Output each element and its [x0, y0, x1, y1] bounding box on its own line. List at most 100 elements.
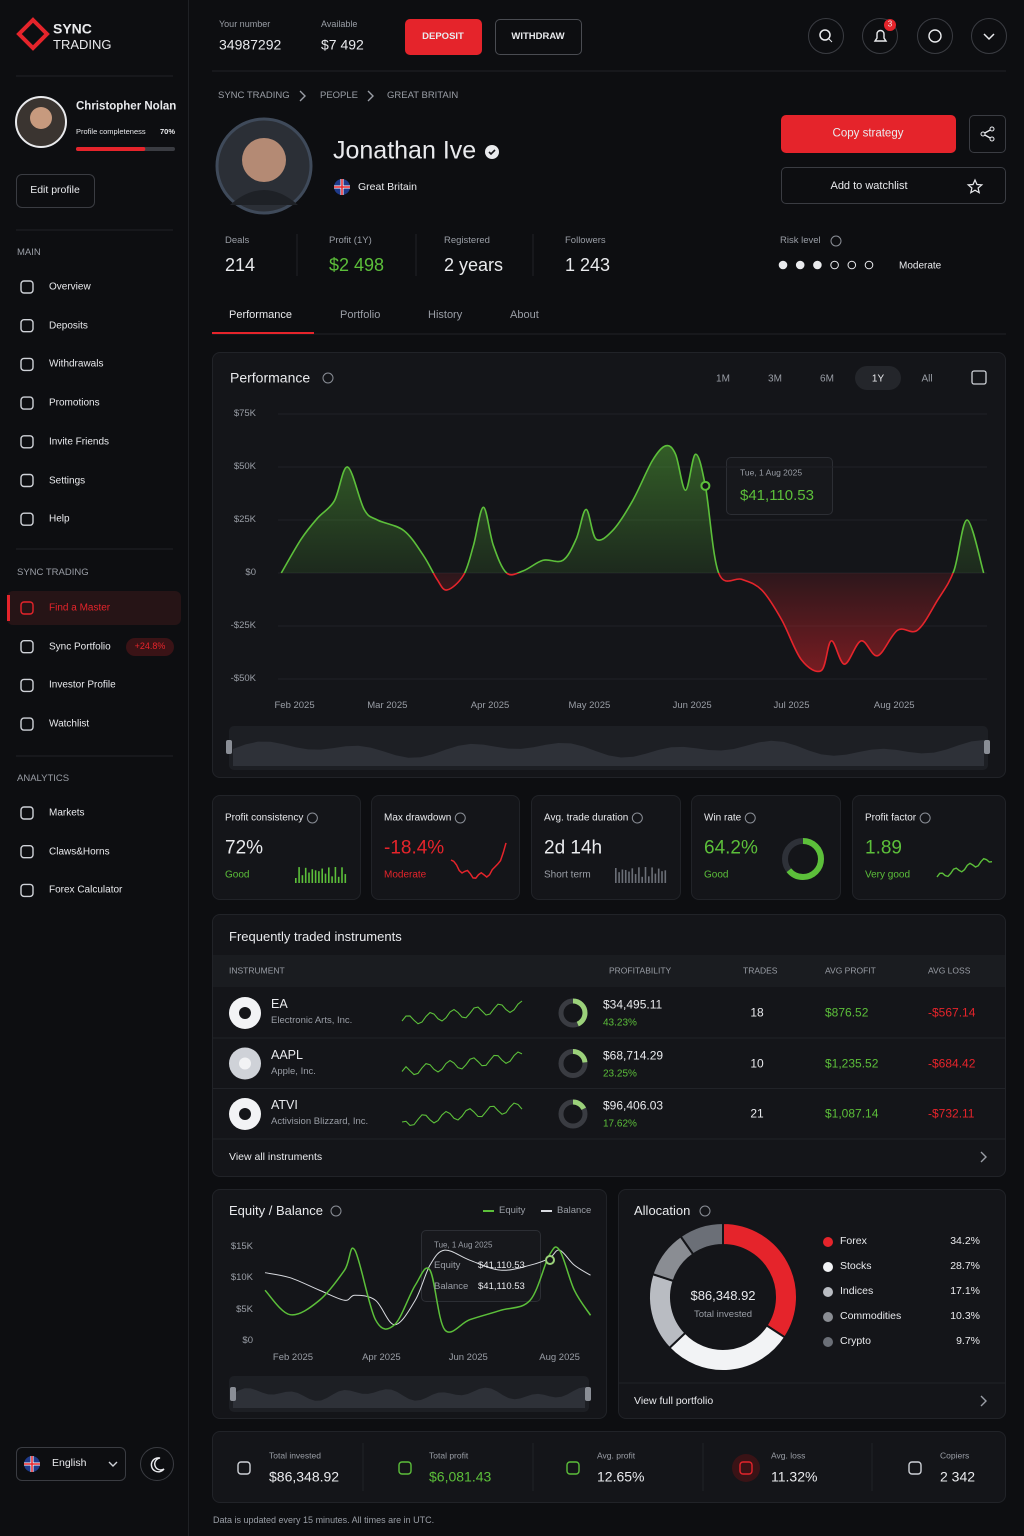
deposit-button[interactable] — [405, 19, 482, 55]
y-tick-label: -$50K — [230, 672, 256, 684]
tab[interactable]: Portfolio — [340, 308, 381, 321]
summary-icon — [398, 1461, 412, 1475]
menu-icon — [20, 601, 34, 615]
menu-item[interactable]: Markets — [49, 807, 85, 819]
instrument-sparkline — [401, 1000, 523, 1025]
y-tick-label: -$25K — [230, 619, 256, 631]
menu-item[interactable]: Overview — [49, 281, 91, 293]
instrument-sparkline — [401, 1051, 523, 1076]
menu-item[interactable]: Invite Friends — [49, 436, 110, 448]
x-tick-label: Aug 2025 — [539, 1351, 580, 1363]
copy-strategy-button[interactable] — [781, 115, 956, 153]
language-label: English — [52, 1457, 87, 1470]
column-header: TRADES — [743, 965, 778, 976]
menu-icon — [20, 435, 34, 449]
y-tick-label: $25K — [233, 513, 256, 525]
menu-item[interactable]: Help — [49, 513, 70, 525]
sparkbar — [664, 870, 667, 883]
menu-item[interactable]: Watchlist — [49, 718, 90, 730]
menu-item[interactable]: Claws&Horns — [49, 846, 110, 858]
summary-label: Total invested — [269, 1450, 321, 1461]
profitability-ring — [558, 1049, 588, 1078]
range-option[interactable]: 1Y — [871, 373, 885, 385]
range-option[interactable]: 6M — [820, 373, 834, 385]
menu-item[interactable]: Sync Portfolio — [49, 641, 111, 653]
completeness-value: 70% — [159, 126, 175, 136]
x-tick-label: Feb 2025 — [274, 699, 315, 711]
x-tick-label: May 2025 — [568, 699, 611, 711]
y-tick-label: $0 — [245, 566, 256, 578]
sparkbar — [308, 872, 310, 883]
range-handle — [984, 740, 990, 754]
moon — [150, 1457, 165, 1473]
menu-item[interactable]: Deposits — [49, 320, 88, 332]
menu-item[interactable]: Investor Profile — [49, 679, 116, 691]
withdraw-button[interactable] — [495, 19, 582, 55]
metric-status: Moderate — [384, 869, 427, 881]
legend-dot — [823, 1287, 833, 1297]
menu-item[interactable]: Find a Master — [49, 602, 111, 614]
edit-profile-button[interactable] — [16, 174, 95, 208]
table-header — [213, 955, 1005, 987]
tab[interactable]: Performance — [229, 308, 292, 321]
breadcrumb-item[interactable]: GREAT BRITAIN — [387, 89, 459, 101]
range-option[interactable]: All — [921, 373, 933, 385]
sparkbar — [618, 872, 620, 883]
profit: $68,714.29 — [603, 1047, 664, 1062]
tab[interactable]: History — [428, 308, 463, 321]
metric-card — [852, 795, 1006, 900]
tooltip-date: Tue, 1 Aug 2025 — [434, 1240, 493, 1250]
menu-item[interactable]: Promotions — [49, 397, 100, 409]
menu-item[interactable]: Withdrawals — [49, 358, 104, 370]
dropdown — [108, 1461, 118, 1467]
menu-item[interactable]: Settings — [49, 475, 86, 486]
verified-check — [488, 149, 496, 156]
stat-label: Followers — [565, 234, 606, 246]
range-option[interactable]: 1M — [716, 373, 730, 385]
instrument-sparkline — [401, 1102, 523, 1126]
search-button[interactable] — [808, 18, 844, 54]
instrument-name: Electronic Arts, Inc. — [271, 1014, 353, 1026]
tab[interactable]: About — [510, 308, 539, 321]
view-all-link[interactable]: View all instruments — [229, 1151, 323, 1164]
sparkbar — [615, 867, 617, 883]
info-icon — [454, 812, 466, 824]
card-title: Frequently traded instruments — [229, 928, 402, 944]
instrument-name: Apple, Inc. — [271, 1065, 316, 1077]
share-button[interactable] — [969, 115, 1006, 153]
metric-value: 64.2% — [704, 837, 758, 859]
chevron — [299, 90, 306, 102]
range-option[interactable]: 3M — [768, 373, 782, 385]
theme-toggle[interactable] — [140, 1447, 174, 1481]
info-icon — [631, 812, 643, 824]
summary-value: $6,081.43 — [429, 1468, 492, 1485]
menu-icon — [20, 883, 34, 898]
y-tick-label: $15K — [230, 1240, 253, 1252]
chevron — [980, 1151, 987, 1163]
tooltip-marker — [700, 480, 711, 491]
breadcrumb-item[interactable]: PEOPLE — [320, 89, 359, 101]
sidebar — [0, 0, 189, 1536]
metric-status: Very good — [865, 869, 911, 881]
y-tick-label: $5K — [236, 1303, 253, 1315]
profile-name: Jonathan Ive — [333, 136, 477, 165]
menu-item[interactable]: Forex Calculator — [49, 884, 123, 896]
watchlist-button[interactable] — [781, 167, 1006, 204]
messages-button[interactable] — [917, 18, 953, 54]
y-tick-label: $50K — [233, 460, 256, 472]
info-icon — [306, 812, 318, 824]
notifications-button[interactable] — [862, 18, 898, 54]
tooltip-date: Tue, 1 Aug 2025 — [740, 467, 803, 478]
info-icon — [330, 1205, 342, 1217]
menu-button[interactable] — [971, 18, 1007, 54]
menu-icon — [20, 512, 34, 526]
breadcrumb-item[interactable]: SYNC TRADING — [218, 89, 290, 101]
instrument-logo-mark — [239, 1007, 251, 1019]
stat-label: Profit (1Y) — [329, 234, 372, 246]
trades: 21 — [750, 1106, 764, 1121]
view-portfolio-link[interactable]: View full portfolio — [634, 1395, 714, 1408]
language-select[interactable] — [16, 1447, 126, 1481]
menu-icon — [20, 717, 34, 731]
